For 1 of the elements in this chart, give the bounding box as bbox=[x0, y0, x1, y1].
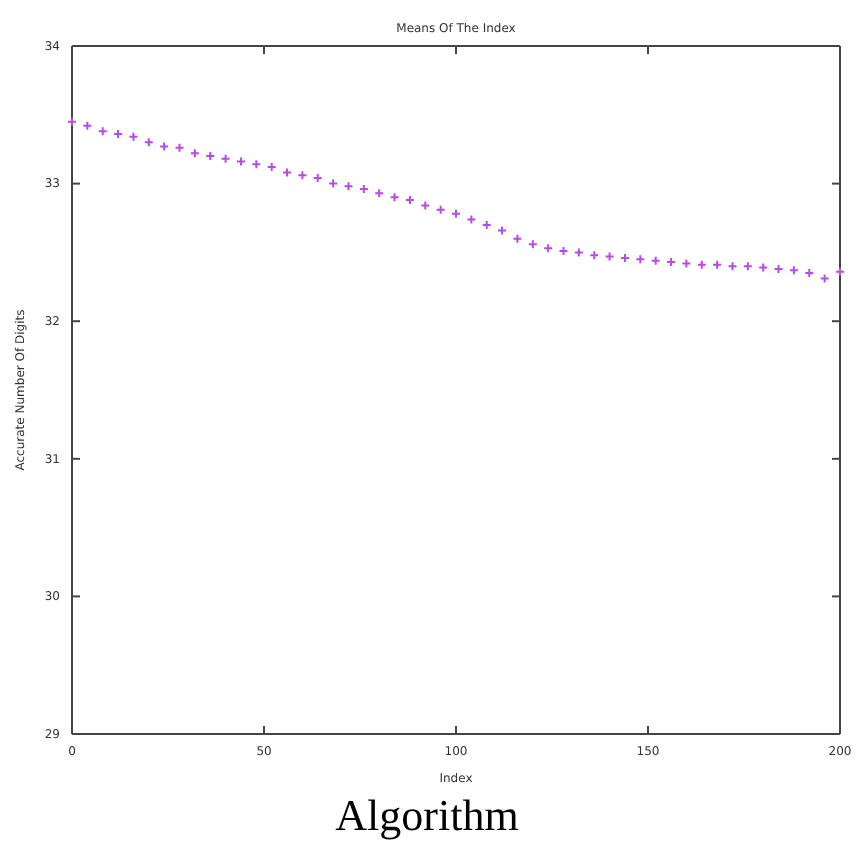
text: Algorithm bbox=[335, 790, 519, 840]
